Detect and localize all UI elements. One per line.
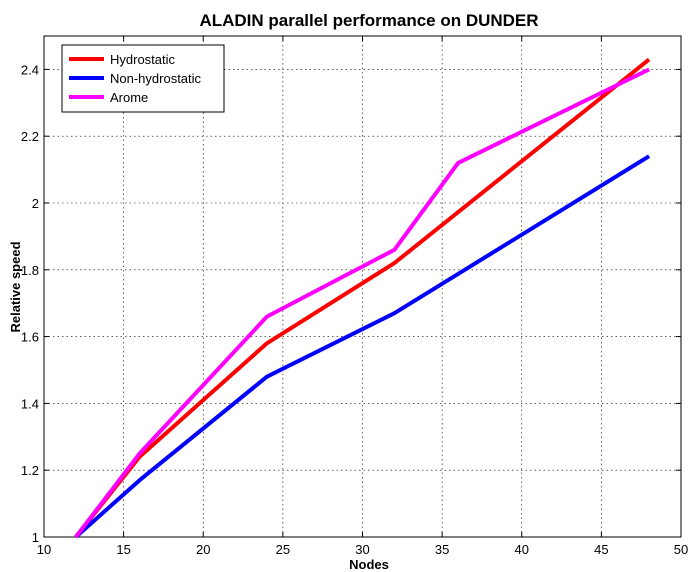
y-tick-label: 1.4 <box>21 396 39 411</box>
legend-label-non-hydrostatic: Non-hydrostatic <box>110 71 202 86</box>
y-tick-label: 1 <box>32 530 39 545</box>
series-line-non-hydrostatic <box>74 154 651 539</box>
legend: Hydrostatic Non-hydrostatic Arome <box>61 44 225 113</box>
x-tick-label: 40 <box>515 542 529 557</box>
y-axis-label: Relative speed <box>8 241 23 332</box>
y-tick-label: 2.2 <box>21 129 39 144</box>
legend-label-hydrostatic: Hydrostatic <box>110 52 176 67</box>
y-tick-label: 1.6 <box>21 330 39 345</box>
y-tick-label: 2 <box>32 196 39 211</box>
chart-title: ALADIN parallel performance on DUNDER <box>199 11 538 30</box>
series-lines <box>74 57 651 539</box>
x-tick-label: 45 <box>594 542 608 557</box>
y-tick-label: 1.2 <box>21 463 39 478</box>
x-axis-label: Nodes <box>349 557 389 572</box>
y-tick-label: 2.4 <box>21 62 39 77</box>
axis-ticks: 10 15 20 25 30 35 40 45 50 1 1.2 1.4 1.6 1.8 2 2.2 2.4 <box>21 36 688 557</box>
y-tick-label: 1.8 <box>21 263 39 278</box>
x-tick-label: 15 <box>116 542 130 557</box>
x-tick-label: 10 <box>37 542 51 557</box>
x-tick-label: 25 <box>276 542 290 557</box>
x-tick-label: 30 <box>355 542 369 557</box>
x-tick-label: 35 <box>435 542 449 557</box>
legend-label-arome: Arome <box>110 90 148 105</box>
series-line-arome <box>74 67 650 539</box>
x-tick-label: 50 <box>674 542 688 557</box>
x-tick-label: 20 <box>196 542 210 557</box>
